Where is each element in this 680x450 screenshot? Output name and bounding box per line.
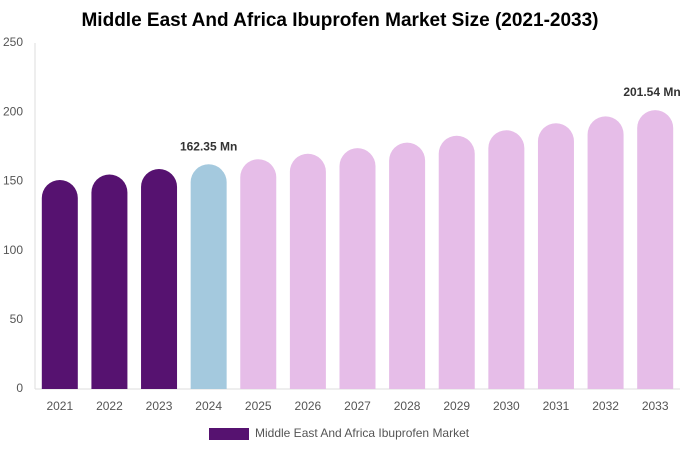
value-label: 201.54 Mn (623, 85, 680, 99)
bar (637, 110, 674, 389)
bar (289, 153, 326, 389)
x-tick-label: 2027 (344, 399, 371, 413)
legend-label: Middle East And Africa Ibuprofen Market (255, 426, 470, 440)
x-tick-label: 2029 (443, 399, 470, 413)
bar (438, 135, 475, 389)
bar (41, 180, 78, 389)
x-tick-label: 2026 (295, 399, 322, 413)
x-tick-label: 2024 (195, 399, 222, 413)
x-tick-label: 2030 (493, 399, 520, 413)
bar (537, 123, 574, 389)
bar (488, 130, 525, 389)
x-tick-label: 2021 (46, 399, 73, 413)
x-tick-label: 2023 (146, 399, 173, 413)
bar (240, 159, 277, 389)
value-label: 162.35 Mn (180, 139, 237, 153)
bar (91, 174, 128, 389)
legend-swatch (209, 428, 249, 440)
y-tick-label: 200 (3, 104, 23, 118)
x-tick-label: 2028 (394, 399, 421, 413)
bar (389, 142, 426, 389)
y-tick-label: 50 (10, 312, 24, 326)
y-tick-label: 0 (16, 381, 23, 395)
x-tick-label: 2025 (245, 399, 272, 413)
y-tick-label: 250 (3, 35, 23, 49)
y-tick-label: 100 (3, 243, 23, 257)
bar (339, 148, 376, 389)
x-tick-label: 2022 (96, 399, 123, 413)
bar (587, 116, 624, 390)
x-tick-label: 2033 (642, 399, 669, 413)
y-tick-label: 150 (3, 174, 23, 188)
bar (190, 164, 227, 389)
x-tick-label: 2031 (543, 399, 570, 413)
x-tick-label: 2032 (592, 399, 619, 413)
chart-title: Middle East And Africa Ibuprofen Market … (81, 10, 598, 31)
bar (141, 168, 178, 389)
